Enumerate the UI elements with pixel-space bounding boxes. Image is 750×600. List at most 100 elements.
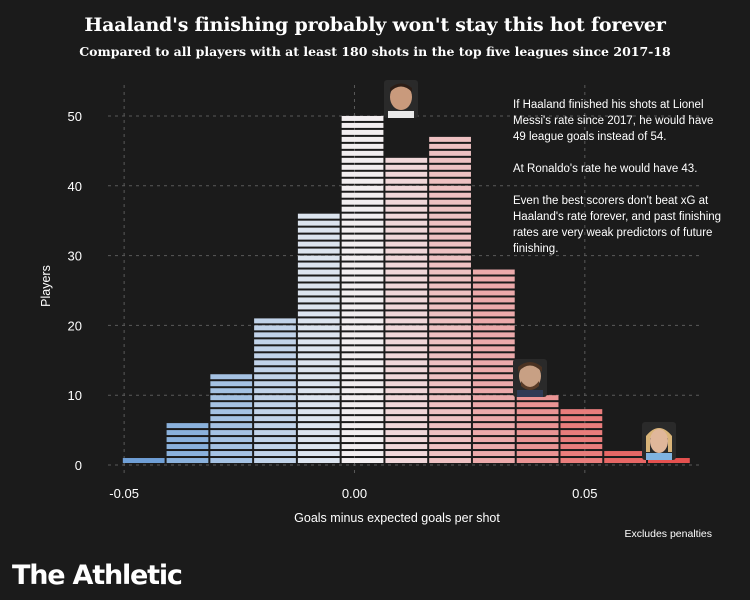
bar-stripe: [429, 143, 471, 149]
bar-stripe: [385, 262, 428, 268]
bar-stripe: [560, 416, 603, 422]
bar-stripe: [341, 451, 384, 457]
bar-stripe: [560, 437, 603, 443]
bar-stripe: [516, 423, 559, 429]
histogram-bar: [516, 395, 559, 463]
annotation-messi: If Haaland finished his shots at Lionel …: [513, 99, 714, 143]
bar-stripe: [254, 423, 296, 429]
bar-stripe: [341, 423, 384, 429]
bar-stripe: [341, 332, 384, 338]
bar-stripe: [341, 346, 384, 352]
bar-stripe: [429, 381, 471, 387]
bar-stripe: [472, 318, 515, 324]
bar-stripe: [429, 311, 471, 317]
bar-stripe: [341, 206, 384, 212]
bar-stripe: [385, 248, 428, 254]
bar-stripe: [429, 367, 471, 373]
bar-stripe: [341, 115, 384, 121]
bar-stripe: [429, 325, 471, 331]
bar-stripe: [385, 444, 428, 450]
bar-stripe: [341, 458, 384, 463]
bar-stripe: [297, 367, 340, 373]
bar-stripe: [429, 451, 471, 457]
bar-stripe: [297, 227, 340, 233]
bar-stripe: [341, 157, 384, 163]
bar-stripe: [210, 451, 253, 457]
bar-stripe: [385, 206, 428, 212]
histogram-bar: [429, 136, 471, 463]
y-tick-label: 20: [68, 318, 82, 333]
bar-stripe: [472, 353, 515, 359]
bar-stripe: [429, 283, 471, 289]
bar-stripe: [429, 178, 471, 184]
bar-stripe: [166, 437, 209, 443]
bar-stripe: [166, 444, 209, 450]
bar-stripe: [429, 423, 471, 429]
bar-stripe: [297, 304, 340, 310]
bar-stripe: [254, 416, 296, 422]
bar-stripe: [516, 395, 559, 401]
bar-stripe: [385, 332, 428, 338]
bar-stripe: [341, 129, 384, 135]
bar-stripe: [429, 444, 471, 450]
bar-stripe: [254, 353, 296, 359]
bar-stripe: [297, 423, 340, 429]
bar-stripe: [297, 416, 340, 422]
bars-group: [122, 115, 690, 463]
bar-stripe: [254, 339, 296, 345]
y-axis-label: Players: [39, 265, 53, 307]
bar-stripe: [385, 241, 428, 247]
bar-stripe: [385, 367, 428, 373]
bar-stripe: [385, 199, 428, 205]
bar-stripe: [429, 458, 471, 463]
bar-stripe: [297, 430, 340, 436]
bar-stripe: [297, 255, 340, 261]
bar-stripe: [385, 360, 428, 366]
bar-stripe: [341, 150, 384, 156]
bar-stripe: [341, 437, 384, 443]
bar-stripe: [472, 409, 515, 415]
bar-stripe: [341, 269, 384, 275]
bar-stripe: [210, 430, 253, 436]
histogram-bar: [210, 374, 253, 463]
x-axis-label: Goals minus expected goals per shot: [294, 511, 500, 525]
bar-stripe: [297, 395, 340, 401]
bar-stripe: [341, 381, 384, 387]
bar-stripe: [472, 437, 515, 443]
bar-stripe: [472, 346, 515, 352]
bar-stripe: [472, 423, 515, 429]
bar-stripe: [429, 416, 471, 422]
bar-stripe: [341, 388, 384, 394]
bar-stripe: [604, 458, 647, 463]
bar-stripe: [516, 416, 559, 422]
bar-stripe: [429, 248, 471, 254]
bar-stripe: [385, 276, 428, 282]
bar-stripe: [341, 318, 384, 324]
bar-stripe: [297, 241, 340, 247]
bar-stripe: [297, 276, 340, 282]
bar-stripe: [385, 346, 428, 352]
bar-stripe: [429, 437, 471, 443]
bar-stripe: [385, 416, 428, 422]
histogram-bar: [341, 115, 384, 463]
bar-stripe: [385, 437, 428, 443]
histogram-bar: [385, 157, 428, 463]
bar-stripe: [297, 332, 340, 338]
bar-stripe: [385, 374, 428, 380]
bar-stripe: [560, 430, 603, 436]
bar-stripe: [385, 353, 428, 359]
bar-stripe: [254, 381, 296, 387]
bar-stripe: [341, 199, 384, 205]
bar-stripe: [385, 458, 428, 463]
bar-stripe: [341, 444, 384, 450]
bar-stripe: [472, 332, 515, 338]
bar-stripe: [297, 213, 340, 219]
ronaldo-face-icon: [383, 79, 418, 118]
bar-stripe: [429, 346, 471, 352]
bar-stripe: [341, 136, 384, 142]
bar-stripe: [341, 248, 384, 254]
bar-stripe: [297, 437, 340, 443]
bar-stripe: [516, 430, 559, 436]
bar-stripe: [385, 290, 428, 296]
bar-stripe: [297, 451, 340, 457]
